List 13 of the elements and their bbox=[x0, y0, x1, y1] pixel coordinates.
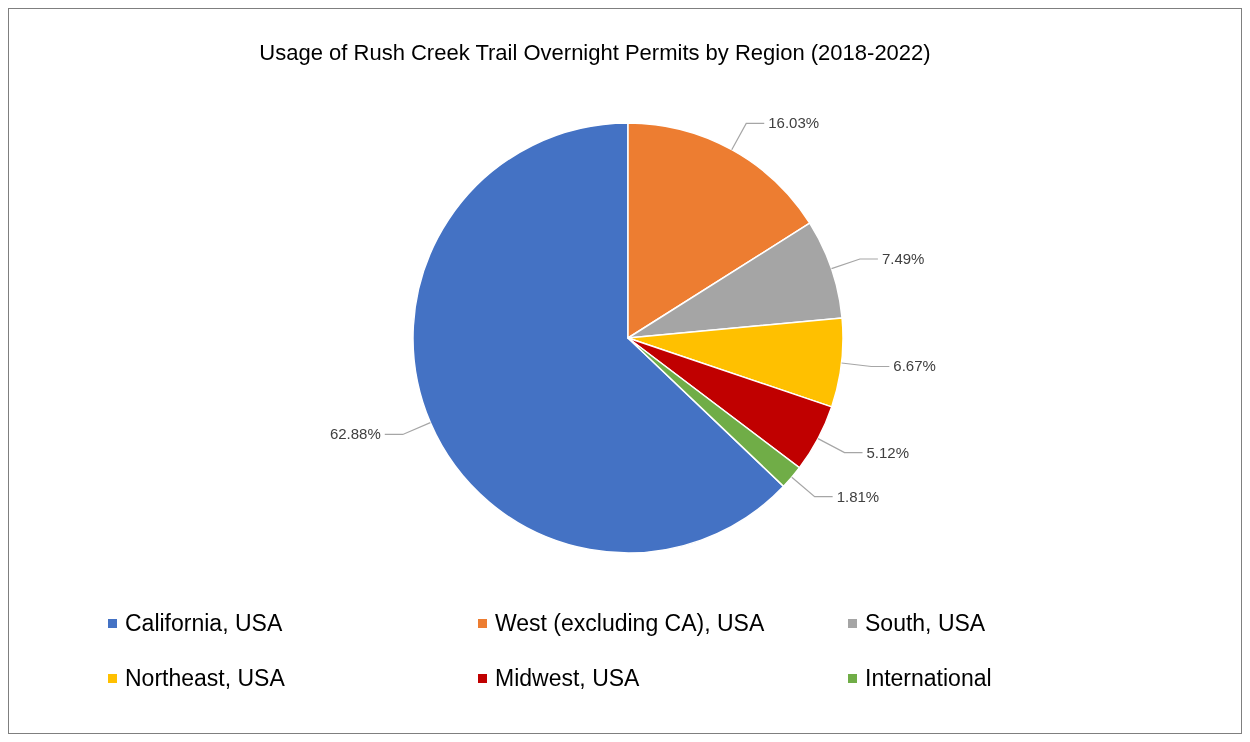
legend-label: California, USA bbox=[125, 610, 283, 636]
legend-label: International bbox=[865, 665, 992, 691]
legend-label: Northeast, USA bbox=[125, 665, 286, 691]
chart-title: Usage of Rush Creek Trail Overnight Permits by Region (2018-2022) bbox=[259, 40, 931, 65]
data-label: 5.12% bbox=[866, 443, 910, 461]
data-label: 1.81% bbox=[836, 487, 880, 505]
data-label: 7.49% bbox=[881, 250, 925, 267]
legend-label: West (excluding CA), USA bbox=[495, 610, 765, 636]
legend-label: South, USA bbox=[865, 610, 986, 636]
data-label: 62.88% bbox=[329, 425, 381, 443]
legend-label: Midwest, USA bbox=[495, 665, 641, 691]
data-label: 6.67% bbox=[893, 357, 936, 375]
data-label: 16.03% bbox=[768, 114, 820, 132]
